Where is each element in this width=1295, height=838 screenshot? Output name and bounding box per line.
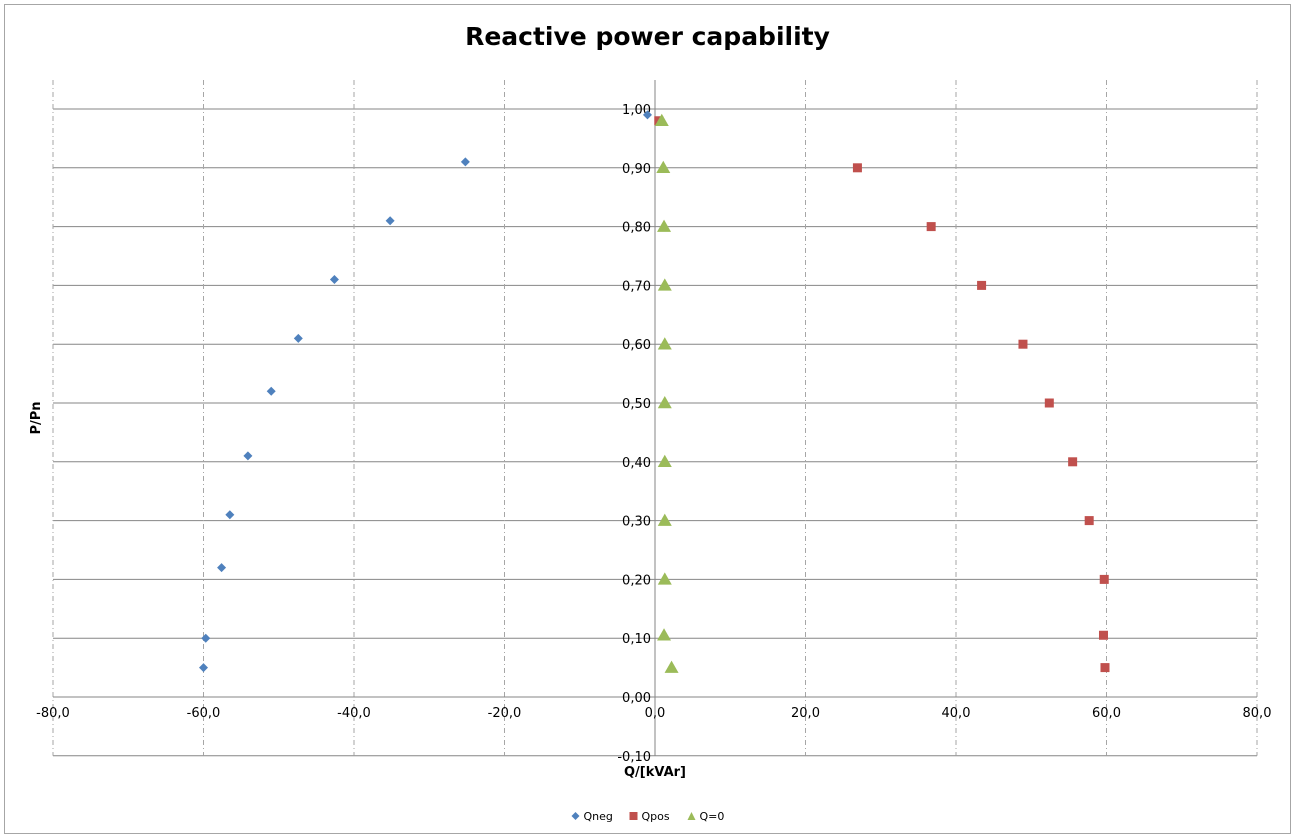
x-axis-title: Q/[kVAr] [624,765,686,780]
legend: Qneg Qpos Q=0 [571,810,725,823]
x-tick-label: 20,0 [791,706,820,721]
y-tick-label: 0,80 [622,221,651,236]
point-qneg [385,216,395,226]
x-tick-label: -60,0 [187,706,221,721]
point-qpos [852,163,862,173]
legend-label-q-0: Q=0 [700,810,725,823]
point-q-0 [664,660,679,673]
y-axis-title: P/Pn [29,401,44,434]
x-tick-label: -20,0 [488,706,522,721]
y-tick-label: -0,10 [617,750,651,765]
point-qneg [266,386,276,396]
y-tick-label: 0,40 [622,456,651,471]
y-tick-label: 0,50 [622,397,651,412]
y-tick-label: 0,30 [622,515,651,530]
point-qpos [1099,574,1109,584]
point-qneg [217,563,227,573]
x-tick-label: 60,0 [1092,706,1121,721]
point-qpos [977,280,987,290]
point-q-0 [657,337,672,350]
point-q-0 [657,454,672,468]
y-tick-label: 0,20 [622,573,651,588]
point-qpos [1100,663,1110,673]
axes-layer [53,80,1257,756]
y-tick-label: 0,60 [622,338,651,353]
legend-label-qneg: Qneg [584,810,613,823]
point-qneg [225,510,235,520]
legend-item-qneg: Qneg [571,810,613,823]
y-tick-label: 0,70 [622,279,651,294]
point-qneg [243,451,253,461]
x-tick-label: -80,0 [36,706,70,721]
legend-marker-qpos [629,812,638,820]
legend-item-qpos: Qpos [629,810,670,823]
point-q-0 [657,219,672,232]
point-qpos [1098,630,1108,640]
tick-labels: -0,10 0,00 0,10 0,20 0,30 0,40 0,50 0,60 0,70 0,8… [36,103,1271,765]
legend-label-qpos: Qpos [642,810,670,823]
y-tick-label: 0,00 [622,691,651,706]
point-q-0 [657,572,672,585]
point-q-0 [657,513,672,526]
point-q-0 [657,628,672,641]
point-qpos [926,222,936,232]
point-qneg [329,275,339,285]
x-tick-label: 0,0 [645,706,666,721]
chart-title: Reactive power capability [465,22,830,51]
point-q-0 [657,396,672,409]
y-tick-label: 0,90 [622,162,651,177]
point-qneg [201,633,211,643]
legend-marker-q-0 [687,812,696,820]
point-qneg [293,333,303,343]
legend-marker-qneg [571,812,580,820]
point-q-0 [656,160,671,174]
point-qneg [199,663,208,673]
x-tick-label: -40,0 [337,706,371,721]
point-q-0 [657,278,672,291]
x-tick-label: 80,0 [1243,706,1272,721]
point-qneg [642,110,652,120]
point-qpos [1068,457,1078,467]
point-q-0 [654,113,669,127]
point-qpos [1018,339,1028,349]
legend-item-q-0: Q=0 [687,810,725,823]
point-qpos [1044,398,1054,408]
y-tick-label: 0,10 [622,632,651,647]
chart-frame [4,4,1291,834]
point-qpos [1084,516,1094,526]
data-points [199,110,1110,673]
point-qneg [460,157,470,167]
x-tick-label: 40,0 [942,706,971,721]
